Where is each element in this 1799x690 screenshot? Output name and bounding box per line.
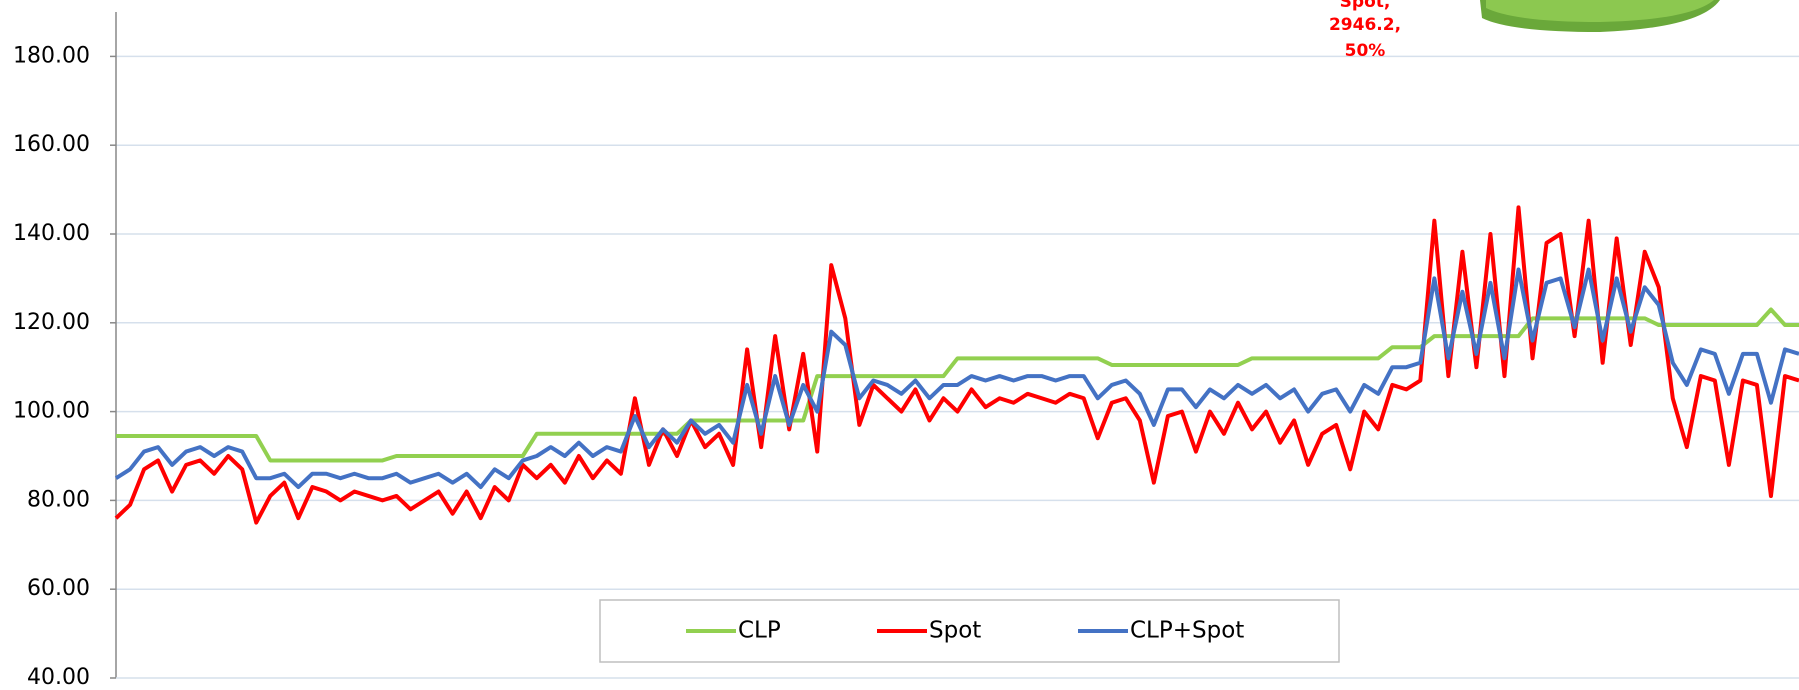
y-tick-label: 40.00 — [27, 665, 90, 690]
series-line — [116, 207, 1799, 522]
y-tick-label: 120.00 — [13, 310, 90, 335]
legend-label: CLP+Spot — [1130, 618, 1244, 644]
y-tick-label: 160.00 — [13, 132, 90, 157]
y-tick-label: 80.00 — [27, 487, 90, 512]
legend-label: CLP — [738, 618, 781, 644]
y-tick-label: 140.00 — [13, 221, 90, 246]
legend: CLP Spot CLP+Spot — [600, 600, 1339, 662]
pie-data-label: 50% — [1345, 41, 1386, 61]
chart: 40.00 60.00 80.00 100.00 120.00 140.00 160.00 1… — [0, 0, 1799, 690]
legend-label: Spot — [929, 618, 981, 644]
page: {"chart_data": { "type": "line", "annota… — [0, 0, 1799, 690]
y-tick-label: 180.00 — [13, 43, 90, 68]
series-line — [116, 270, 1799, 488]
pie-data-label: Spot, — [1340, 0, 1391, 12]
y-tick-label: 100.00 — [13, 399, 90, 424]
y-tick-label: 60.00 — [27, 576, 90, 601]
pie-data-label: 2946.2, — [1329, 15, 1401, 35]
